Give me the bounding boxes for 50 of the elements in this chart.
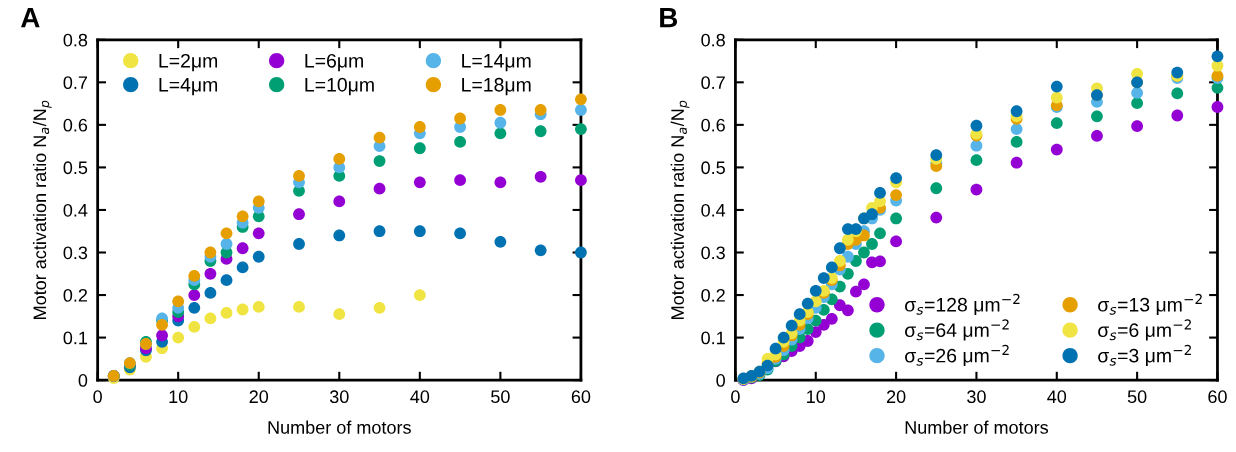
y-tick-label: 0.5: [63, 161, 88, 175]
legend-label: σ$_{s}$=64 μm$^{−2}$: [905, 319, 1009, 341]
legend-label: σ$_{s}$=26 μm$^{−2}$: [905, 344, 1009, 367]
x-tick-label: 40: [410, 390, 430, 404]
legend-label: σ$_{s}$=128 μm$^{−2}$: [905, 293, 1020, 316]
y-tick-label: 0.2: [63, 288, 88, 302]
y-tick-label: 0: [78, 374, 88, 387]
y-tick-label: 0.7: [701, 76, 725, 90]
legend-label: σ$_{s}$=6 μm$^{−2}$: [1098, 319, 1191, 341]
y-tick-label: 0.3: [63, 246, 88, 260]
x-tick-label: 60: [571, 390, 591, 404]
y-tick-label: 0.6: [701, 118, 725, 132]
y-tick-label: 0.3: [701, 246, 725, 260]
x-tick-label: 10: [807, 390, 826, 404]
x-tick-label: 50: [491, 390, 510, 404]
x-tick-label: 30: [967, 390, 986, 404]
legend-label: σ$_{s}$=3 μm$^{−2}$: [1098, 344, 1191, 367]
x-tick-label: 0: [93, 390, 102, 404]
y-tick-label: 0.1: [701, 331, 725, 345]
x-axis-title: Number of motors: [268, 420, 411, 434]
legend-label: L=6μm: [305, 53, 363, 72]
x-tick-label: 40: [1047, 390, 1067, 404]
y-axis-title: Motor activation ratio N$_{a}$/N$_{p}$: [670, 100, 690, 319]
chart-title: A: [21, 8, 40, 28]
y-axis-title: Motor activation ratio N$_{a}$/N$_{p}$: [32, 100, 52, 319]
y-tick-label: 0.8: [63, 33, 88, 47]
x-tick-label: 50: [1127, 390, 1147, 404]
x-tick-label: 10: [169, 390, 188, 404]
y-tick-label: 0: [716, 374, 725, 387]
legend-label: L=4μm: [159, 78, 218, 96]
y-tick-label: 0.7: [63, 76, 88, 90]
y-tick-label: 0.5: [701, 161, 725, 175]
legend-label: L=18μm: [462, 77, 531, 96]
x-axis-title: Number of motors: [905, 420, 1049, 434]
y-tick-label: 0.6: [63, 118, 88, 132]
x-tick-label: 20: [886, 390, 906, 404]
legend-label: σ$_{s}$=13 μm$^{−2}$: [1098, 293, 1202, 316]
y-tick-label: 0.4: [701, 203, 726, 217]
x-tick-label: 60: [1208, 390, 1227, 404]
x-tick-label: 0: [731, 390, 740, 404]
x-tick-label: 30: [329, 390, 349, 404]
y-tick-label: 0.2: [701, 288, 725, 302]
legend-label: L=10μm: [305, 77, 374, 96]
legend-label: L=2μm: [159, 53, 218, 72]
x-tick-label: 20: [249, 390, 269, 404]
y-tick-label: 0.1: [63, 331, 88, 345]
legend-label: L=14μm: [462, 54, 531, 72]
y-tick-label: 0.8: [701, 33, 725, 47]
chart-title: B: [660, 8, 678, 28]
y-tick-label: 0.4: [63, 203, 88, 217]
